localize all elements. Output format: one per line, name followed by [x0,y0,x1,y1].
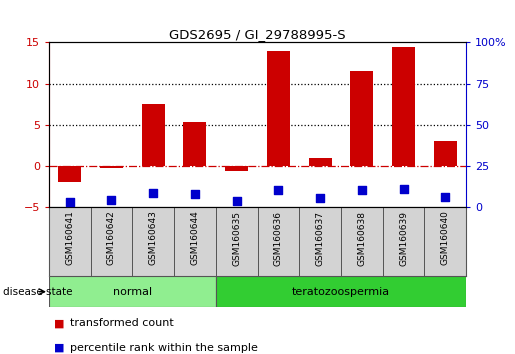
Bar [183,122,207,166]
Point [316,195,324,201]
Bar [142,104,165,166]
Point [441,194,449,200]
Text: GSM160644: GSM160644 [191,211,199,265]
Text: GSM160642: GSM160642 [107,211,116,265]
Point [149,190,157,196]
Text: teratozoospermia: teratozoospermia [292,287,390,297]
Point [107,197,115,202]
Bar [392,47,415,166]
Bar [258,207,299,276]
Bar [100,166,123,167]
Bar [267,51,290,166]
Title: GDS2695 / GI_29788995-S: GDS2695 / GI_29788995-S [169,28,346,41]
Bar [350,71,373,166]
Text: transformed count: transformed count [70,318,173,328]
Bar [308,158,332,166]
Point [232,198,241,203]
Text: GSM160639: GSM160639 [399,211,408,266]
Text: ■: ■ [54,318,64,328]
Text: GSM160638: GSM160638 [357,211,366,266]
Bar [216,276,466,307]
Text: normal: normal [113,287,152,297]
Point [357,188,366,193]
Bar [58,166,81,182]
Point [274,187,282,193]
Bar [49,276,216,307]
Bar [383,207,424,276]
Bar [434,141,457,166]
Text: GSM160640: GSM160640 [441,211,450,266]
Bar [132,207,174,276]
Text: disease state: disease state [3,287,72,297]
Bar [424,207,466,276]
Text: GSM160637: GSM160637 [316,211,324,266]
Text: GSM160635: GSM160635 [232,211,241,266]
Text: GSM160636: GSM160636 [274,211,283,266]
Bar [174,207,216,276]
Bar [341,207,383,276]
Point [65,199,74,205]
Bar [91,207,132,276]
Bar [299,207,341,276]
Text: GSM160643: GSM160643 [149,211,158,266]
Text: GSM160641: GSM160641 [65,211,74,266]
Point [191,192,199,197]
Point [399,187,407,192]
Bar [216,207,258,276]
Bar [49,207,91,276]
Bar [225,166,248,171]
Text: percentile rank within the sample: percentile rank within the sample [70,343,258,353]
Text: ■: ■ [54,343,64,353]
